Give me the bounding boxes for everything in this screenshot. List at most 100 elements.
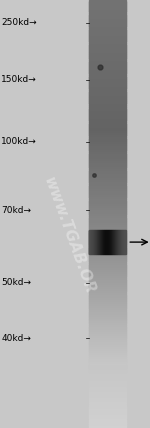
Bar	[89, 171, 126, 174]
Bar	[89, 11, 126, 13]
Bar	[89, 416, 126, 419]
Bar	[89, 196, 126, 199]
Bar	[89, 134, 126, 137]
Bar	[89, 15, 126, 18]
Text: 150kd→: 150kd→	[2, 75, 37, 84]
Bar	[89, 312, 126, 315]
Bar	[89, 173, 126, 176]
Bar	[89, 156, 126, 159]
Bar	[89, 220, 126, 223]
Bar	[89, 81, 126, 84]
Bar	[89, 57, 126, 60]
Bar	[100, 230, 101, 254]
Bar	[89, 169, 126, 172]
Bar	[89, 211, 126, 214]
Bar	[89, 354, 126, 357]
Bar	[118, 230, 119, 254]
Bar	[99, 230, 100, 254]
Bar	[97, 230, 98, 254]
Bar	[89, 278, 126, 281]
Bar	[89, 314, 126, 317]
Bar	[89, 21, 126, 24]
Bar	[89, 132, 126, 135]
Bar	[89, 384, 126, 387]
Bar	[89, 87, 126, 90]
Text: 40kd→: 40kd→	[2, 334, 31, 343]
Bar	[94, 230, 95, 254]
Bar	[89, 38, 126, 41]
Bar	[89, 425, 126, 428]
Bar	[89, 303, 126, 306]
Bar	[89, 423, 126, 426]
Bar	[89, 130, 126, 133]
Bar	[89, 55, 126, 58]
Bar	[89, 203, 126, 206]
Bar	[89, 256, 126, 259]
Bar	[89, 154, 126, 157]
Bar	[89, 214, 126, 217]
Bar	[89, 42, 126, 45]
Bar	[89, 391, 126, 394]
Bar	[89, 100, 126, 103]
Bar	[89, 359, 126, 362]
Bar	[89, 164, 126, 167]
Bar	[89, 27, 126, 30]
Bar	[89, 369, 126, 372]
Bar	[89, 34, 126, 37]
Bar	[89, 216, 126, 219]
Bar	[89, 357, 126, 360]
Bar	[89, 53, 126, 56]
Bar	[89, 115, 126, 118]
Bar	[89, 152, 126, 155]
Bar	[89, 406, 126, 409]
Bar	[89, 36, 126, 39]
Bar	[102, 230, 103, 254]
Bar	[89, 292, 126, 295]
Bar	[125, 230, 126, 254]
Bar	[89, 288, 126, 291]
Bar	[89, 395, 126, 398]
Bar	[89, 104, 126, 107]
Bar	[89, 235, 126, 238]
Bar	[89, 119, 126, 122]
Bar	[89, 12, 126, 15]
Bar	[89, 77, 126, 80]
Bar	[89, 329, 126, 332]
Bar	[89, 109, 126, 112]
Bar	[89, 98, 126, 101]
Bar	[89, 126, 126, 129]
Text: 100kd→: 100kd→	[2, 137, 37, 146]
Bar	[103, 230, 104, 254]
Bar	[89, 59, 126, 62]
Bar	[111, 230, 112, 254]
Bar	[107, 230, 108, 254]
Bar	[89, 393, 126, 396]
Bar	[120, 230, 121, 254]
Bar	[89, 376, 126, 379]
Bar	[89, 83, 126, 86]
Bar	[89, 261, 126, 264]
Bar	[113, 230, 114, 254]
Bar	[89, 267, 126, 270]
Bar	[89, 186, 126, 189]
Bar	[89, 162, 126, 165]
Bar	[123, 230, 124, 254]
Bar	[89, 79, 126, 82]
Bar	[90, 230, 91, 254]
Bar	[89, 117, 126, 120]
Bar	[89, 141, 126, 144]
Bar	[89, 246, 126, 249]
Bar	[89, 166, 126, 169]
Bar	[89, 284, 126, 287]
Bar	[89, 263, 126, 266]
Bar	[89, 297, 126, 300]
Bar	[89, 380, 126, 383]
Bar	[89, 45, 126, 48]
Bar	[89, 331, 126, 334]
Bar	[124, 230, 125, 254]
Bar	[89, 139, 126, 142]
Bar	[89, 337, 126, 340]
Bar	[89, 122, 126, 125]
Bar	[89, 70, 126, 73]
Bar	[89, 30, 126, 33]
